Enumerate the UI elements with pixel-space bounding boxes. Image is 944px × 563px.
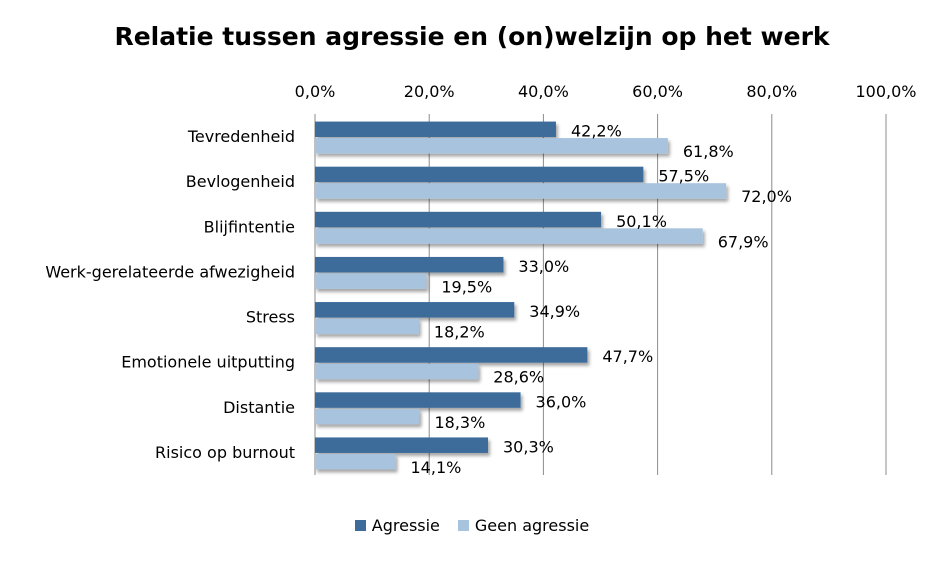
bar-agressie xyxy=(315,211,602,228)
x-tick-label: 0,0% xyxy=(295,82,336,101)
bar-geen-agressie xyxy=(315,408,420,425)
x-axis-ticks: 0,0% 20,0% 40,0% 60,0% 80,0% 100,0% xyxy=(295,82,917,101)
category-label: Risico op burnout xyxy=(155,443,295,462)
bar-agressie xyxy=(315,166,644,183)
category-label: Blijfintentie xyxy=(204,217,295,236)
category-label: Emotionele uitputting xyxy=(121,353,295,372)
bar-agressie xyxy=(315,392,521,408)
chart-title: Relatie tussen agressie en (on)welzijn o… xyxy=(114,22,830,51)
category-label: Stress xyxy=(246,308,295,327)
x-tick-label: 100,0% xyxy=(855,82,916,101)
bar-geen-agressie xyxy=(315,273,427,289)
data-label: 18,3% xyxy=(434,413,485,432)
legend: Agressie Geen agressie xyxy=(0,516,944,535)
bars xyxy=(315,121,727,470)
data-label: 19,5% xyxy=(441,277,492,296)
data-label: 50,1% xyxy=(616,212,667,231)
legend-label-agressie: Agressie xyxy=(371,516,440,535)
x-tick-label: 60,0% xyxy=(632,82,683,101)
legend-swatch-geen-agressie xyxy=(457,520,469,531)
legend-item-geen-agressie: Geen agressie xyxy=(457,516,590,535)
bar-geen-agressie xyxy=(315,453,396,470)
bar-geen-agressie xyxy=(315,138,668,154)
bar-geen-agressie xyxy=(315,228,703,244)
data-label: 72,0% xyxy=(741,187,792,206)
data-label: 28,6% xyxy=(493,368,544,387)
data-label: 34,9% xyxy=(529,302,580,321)
data-label: 33,0% xyxy=(518,257,569,276)
bar-geen-agressie xyxy=(315,318,419,335)
legend-label-geen-agressie: Geen agressie xyxy=(474,516,590,535)
data-label: 36,0% xyxy=(536,392,587,411)
x-tick-label: 80,0% xyxy=(746,82,797,101)
x-tick-label: 20,0% xyxy=(404,82,455,101)
category-label: Distantie xyxy=(223,398,295,417)
bar-geen-agressie xyxy=(315,183,727,199)
bar-agressie xyxy=(315,347,588,363)
bar-agressie xyxy=(315,256,504,273)
bar-agressie xyxy=(315,302,515,318)
data-label: 61,8% xyxy=(683,142,734,161)
data-labels: 42,2% 61,8% 57,5% 72,0% 50,1% 67,9% 33,0% 19,5%… xyxy=(411,122,792,477)
bar-agressie xyxy=(315,121,556,138)
data-label: 47,7% xyxy=(602,347,653,366)
bar-geen-agressie xyxy=(315,363,479,380)
legend-swatch-agressie xyxy=(354,520,366,531)
data-label: 18,2% xyxy=(434,323,485,342)
legend-item-agressie: Agressie xyxy=(354,516,440,535)
x-tick-label: 40,0% xyxy=(518,82,569,101)
data-label: 14,1% xyxy=(411,458,462,477)
category-label: Tevredenheid xyxy=(187,127,295,146)
data-label: 57,5% xyxy=(658,167,709,186)
data-label: 30,3% xyxy=(503,437,554,456)
category-label: Bevlogenheid xyxy=(186,172,295,191)
data-label: 67,9% xyxy=(718,232,769,251)
data-label: 42,2% xyxy=(571,122,622,141)
category-label: Werk-gerelateerde afwezigheid xyxy=(45,262,295,281)
bar-agressie xyxy=(315,437,489,453)
category-labels: Tevredenheid Bevlogenheid Blijfintentie Wer… xyxy=(45,127,295,462)
